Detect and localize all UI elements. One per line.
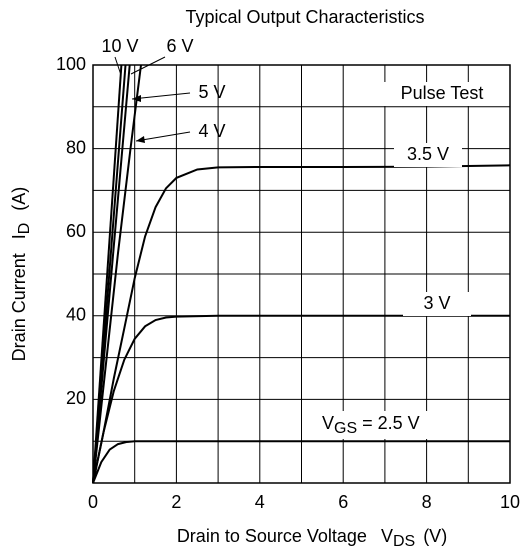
plot-frame (92, 64, 511, 484)
x-tick-label: 4 (255, 492, 265, 512)
x-tick-label: 8 (422, 492, 432, 512)
y-label-sub: D (16, 223, 33, 235)
series-label: 6 V (166, 36, 193, 56)
gate-symbol: V (322, 413, 334, 433)
y-label-text: Drain Current (9, 253, 29, 361)
arrow (135, 131, 191, 142)
series-label: 3.5 V (407, 144, 449, 164)
label-bg (394, 143, 462, 167)
label-bg (403, 292, 471, 316)
x-tick-label: 6 (338, 492, 348, 512)
series-label: VGS = 2.5 V (322, 413, 420, 437)
y-tick-label: 80 (66, 137, 86, 157)
y-tick-label: 60 (66, 221, 86, 241)
annotation-bg (384, 82, 502, 106)
leader (130, 56, 166, 75)
label-bg (316, 411, 464, 439)
gate-sub: GS (334, 420, 357, 437)
arrow (131, 92, 191, 100)
y-tick-label: 100 (56, 54, 86, 74)
gate-eq: = (362, 413, 373, 433)
x-tick-label: 10 (500, 492, 520, 512)
series-label: 10 V (101, 36, 138, 56)
curve (92, 440, 510, 484)
x-label-text: Drain to Source Voltage (177, 526, 367, 546)
x-label-sub: DS (393, 533, 415, 550)
annotation: Pulse Test (401, 83, 484, 103)
series-label: 5 V (198, 82, 225, 102)
x-label-unit: (V) (423, 526, 447, 546)
series-label: 3 V (423, 293, 450, 313)
y-axis-label: Drain Current ID (A) (9, 187, 33, 362)
gate-value: 2.5 V (378, 413, 420, 433)
y-label-unit: (A) (9, 187, 29, 211)
y-tick-label: 40 (66, 305, 86, 325)
curve (92, 314, 510, 484)
chart-title: Typical Output Characteristics (185, 7, 424, 27)
x-label-symbol: V (381, 526, 393, 546)
series-label: 4 V (198, 121, 225, 141)
x-axis-label: Drain to Source Voltage VDS (V) (177, 526, 447, 550)
curve (92, 164, 511, 484)
y-label-symbol: I (9, 234, 29, 239)
curve (92, 64, 142, 484)
x-tick-label: 0 (88, 492, 98, 512)
arrowhead (136, 136, 145, 143)
curve (92, 64, 131, 484)
y-tick-label: 20 (66, 388, 86, 408)
x-tick-label: 2 (171, 492, 181, 512)
